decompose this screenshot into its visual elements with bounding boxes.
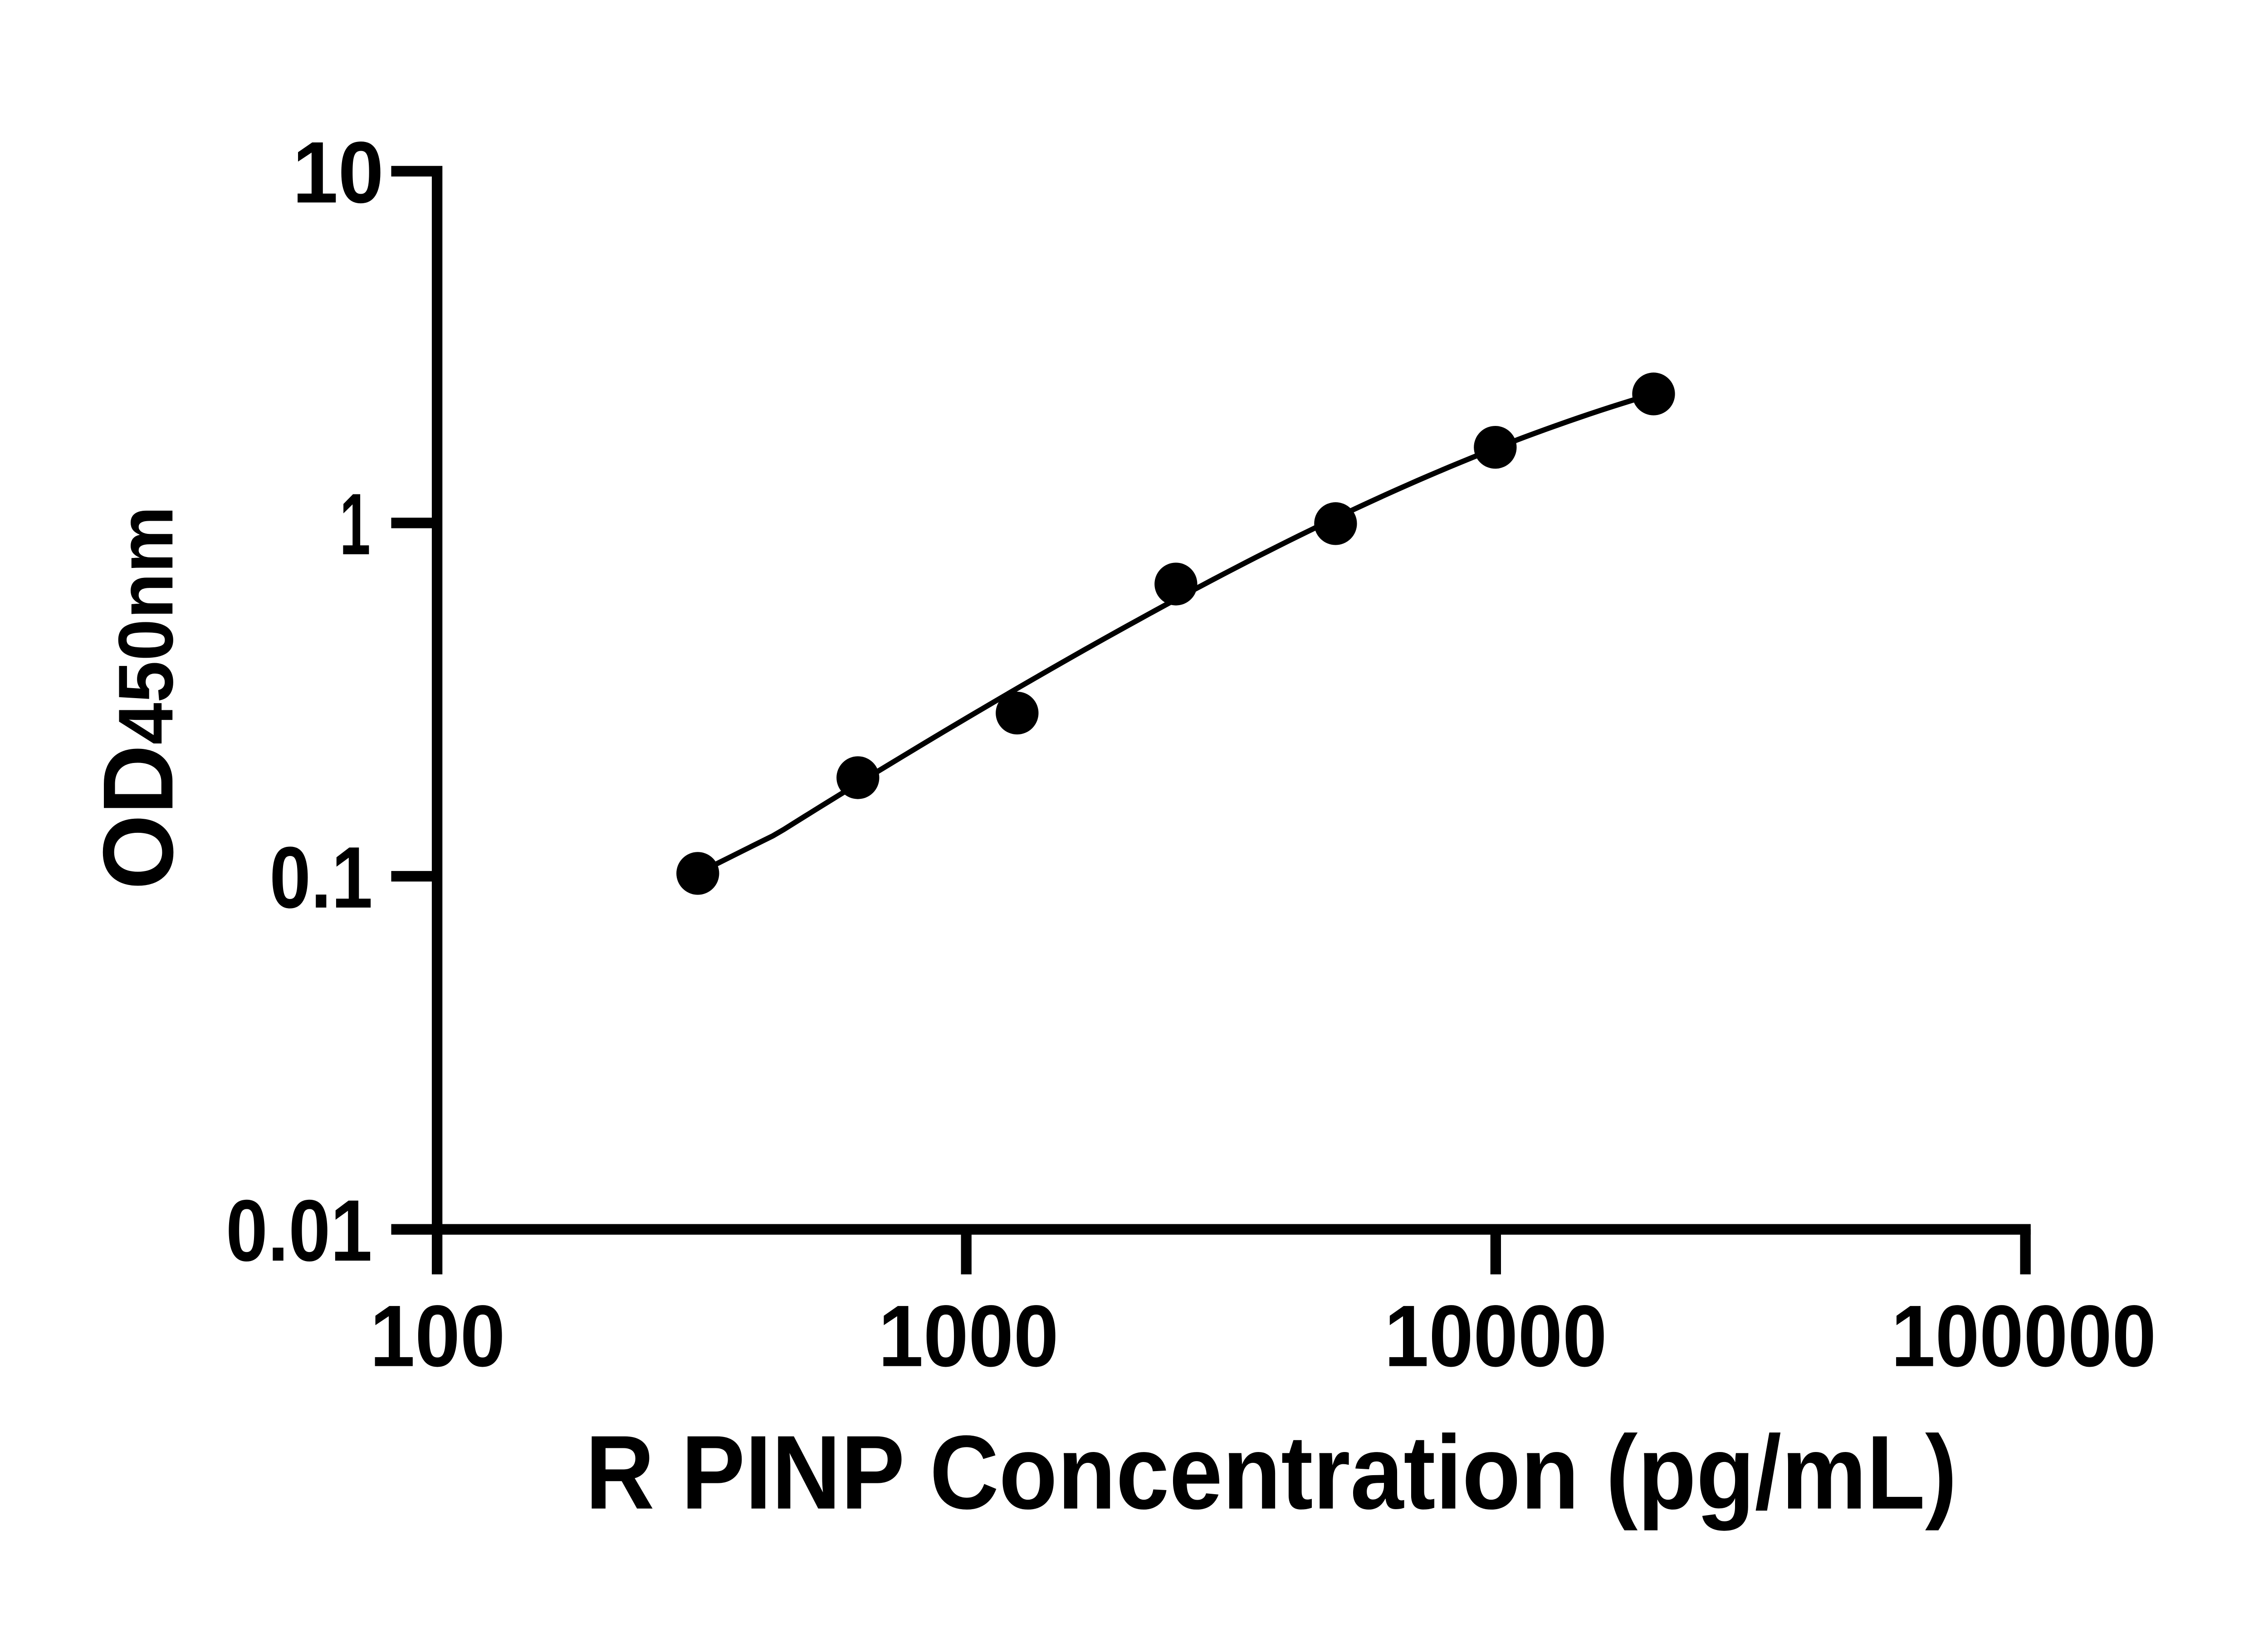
svg-text:R PINP Concentration (pg/mL): R PINP Concentration (pg/mL) xyxy=(585,1414,1957,1531)
svg-text:100000: 100000 xyxy=(1891,1287,2156,1385)
svg-text:1: 1 xyxy=(340,475,371,573)
svg-text:10: 10 xyxy=(293,123,384,221)
svg-text:0.01: 0.01 xyxy=(226,1182,372,1279)
svg-text:100: 100 xyxy=(370,1287,505,1385)
svg-text:0.1: 0.1 xyxy=(269,829,373,926)
svg-text:1000: 1000 xyxy=(878,1287,1059,1385)
svg-text:10000: 10000 xyxy=(1384,1287,1607,1385)
